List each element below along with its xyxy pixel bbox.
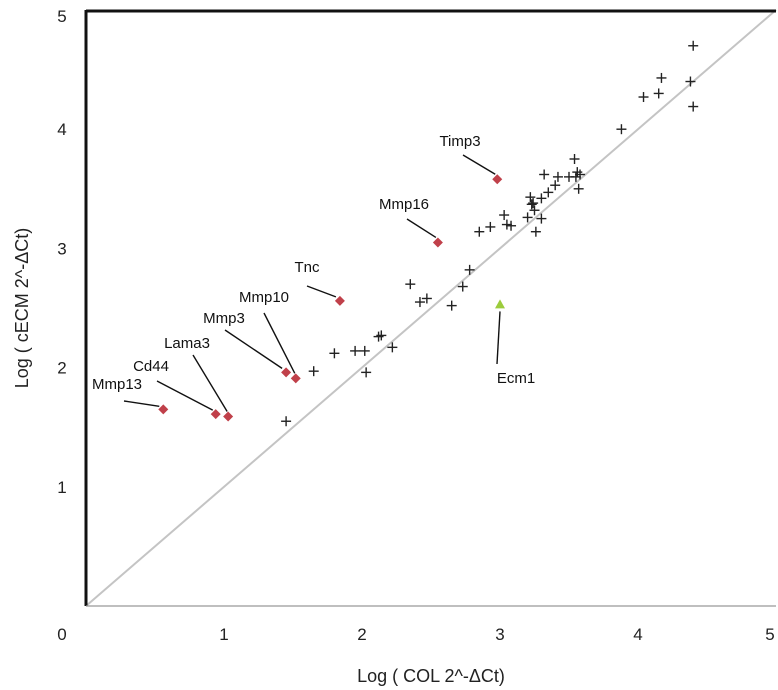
plus-point [414, 297, 425, 308]
plus-point [530, 226, 541, 237]
plus-point [329, 348, 340, 359]
diamond-point [334, 295, 345, 306]
annotation-label-mmp10: Mmp10 [239, 289, 289, 306]
x-tick-labels: 0 1 2 3 4 5 [57, 625, 774, 644]
plus-point [499, 210, 510, 221]
plus-point [485, 221, 496, 232]
y-tick-label: 5 [57, 7, 66, 26]
plus-point [405, 279, 416, 290]
plus-point [536, 193, 547, 204]
annotation-leader-line [263, 312, 296, 374]
annotation-label-timp3: Timp3 [439, 133, 480, 150]
y-tick-label: 2 [57, 359, 66, 378]
plus-point [688, 101, 699, 112]
plot-frame [84, 9, 776, 607]
plus-point [522, 212, 533, 223]
plus-point [526, 199, 537, 210]
y-tick-label: 4 [57, 120, 66, 139]
plus-point [570, 171, 581, 182]
plus-point [308, 366, 319, 377]
plus-point [550, 180, 561, 191]
annotation-label-lama3: Lama3 [164, 335, 210, 352]
x-tick-label: 2 [357, 625, 366, 644]
plus-point [464, 264, 475, 275]
diamond-point [210, 409, 221, 420]
annotation-leader-line [462, 154, 496, 175]
y-tick-labels: 1 2 3 4 5 [57, 7, 66, 497]
y-tick-label: 1 [57, 478, 66, 497]
plus-point [446, 300, 457, 311]
x-tick-label: 0 [57, 625, 66, 644]
plus-point [616, 124, 627, 135]
plus-point [539, 169, 550, 180]
plus-point [350, 345, 361, 356]
annotation-leader-line [123, 400, 160, 408]
x-tick-label: 5 [765, 625, 774, 644]
annotation-leader-line [192, 354, 228, 412]
annotation-label-ecm1: Ecm1 [497, 370, 535, 387]
annotation-label-mmp16: Mmp16 [379, 196, 429, 213]
annotation-label-mmp13: Mmp13 [92, 376, 142, 393]
annotation-leader-line [406, 218, 437, 239]
plus-point [387, 342, 398, 353]
plus-point [575, 169, 586, 180]
diamond-point [158, 404, 169, 415]
y-tick-label: 3 [57, 239, 66, 258]
x-tick-label: 1 [219, 625, 228, 644]
annotation-leader-line [156, 380, 214, 411]
annotation-label-tnc: Tnc [294, 259, 320, 276]
diamond-point [281, 367, 292, 378]
plus-point [543, 187, 554, 198]
x-tick-label: 4 [633, 625, 642, 644]
plus-point [656, 72, 667, 83]
plus-point [281, 416, 292, 427]
data-marks [158, 40, 699, 427]
plus-point [688, 40, 699, 51]
plus-point [552, 171, 563, 182]
plus-point [361, 367, 372, 378]
plus-point [685, 76, 696, 87]
x-axis-label: Log ( COL 2^-ΔCt) [357, 666, 505, 686]
plus-point [573, 183, 584, 194]
plus-point [474, 226, 485, 237]
diamond-point [223, 411, 234, 422]
triangle-point [495, 299, 505, 309]
plus-point [638, 92, 649, 103]
plus-point [525, 192, 536, 203]
plus-point [376, 330, 387, 341]
annotation-label-mmp3: Mmp3 [203, 310, 245, 327]
plus-point [528, 198, 539, 209]
plus-point [569, 154, 580, 164]
plus-point [359, 345, 370, 356]
annotation-leader-line [306, 285, 337, 298]
diamond-point [432, 237, 443, 248]
diamond-point [492, 174, 503, 185]
plus-point [653, 88, 664, 99]
plus-point [529, 205, 540, 216]
plus-point [421, 293, 432, 304]
plus-point [457, 281, 468, 292]
annotation-leader-line [224, 329, 283, 369]
y-axis-label: Log ( cECM 2^-ΔCt) [12, 228, 32, 389]
reference-diagonal-line [85, 9, 777, 607]
diamond-point [290, 373, 301, 384]
annotation-leader-line [496, 311, 501, 365]
plus-point [536, 213, 547, 224]
annotation-label-cd44: Cd44 [133, 358, 169, 375]
plus-point [501, 219, 512, 230]
plus-point [506, 220, 517, 231]
x-tick-label: 3 [495, 625, 504, 644]
